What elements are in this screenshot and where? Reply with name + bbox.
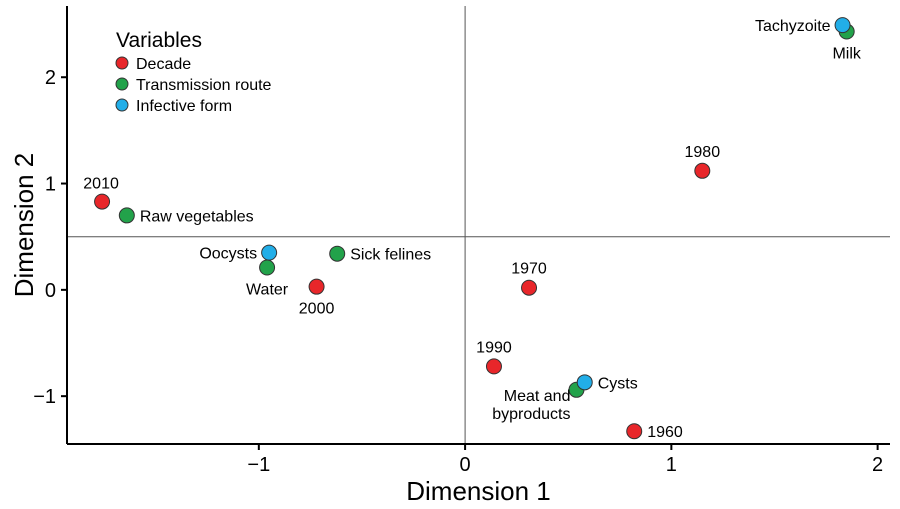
data-point (329, 245, 346, 262)
x-tick-label: 1 (666, 454, 677, 476)
data-point (308, 278, 325, 295)
legend-title: Variables (116, 29, 202, 52)
y-tick-label: 0 (45, 280, 56, 302)
legend-marker (115, 98, 129, 112)
legend-label: Infective form (136, 98, 232, 115)
legend: Variables Decade Transmission route Infect… (115, 29, 272, 115)
legend-label: Transmission route (136, 77, 272, 94)
data-point-label: 1990 (476, 339, 512, 356)
data-point-label: 1970 (511, 261, 547, 278)
data-point-label: Tachyzoite (755, 18, 831, 35)
data-point-label: Oocysts (199, 246, 257, 263)
data-point-label: 1980 (685, 144, 721, 161)
data-point-label: Cysts (598, 375, 638, 392)
legend-marker (115, 77, 129, 91)
data-point (834, 17, 851, 34)
data-point (261, 244, 278, 261)
y-tick-label: 2 (45, 67, 56, 89)
data-point-label: Raw vegetables (140, 208, 254, 225)
y-tick-label: −1 (33, 386, 56, 408)
data-point-label: Milk (832, 46, 861, 63)
data-point (626, 423, 643, 440)
data-point (485, 358, 502, 375)
data-point-label: 2010 (83, 176, 119, 193)
data-point (94, 193, 111, 210)
x-tick-label: 2 (872, 454, 883, 476)
data-point (576, 374, 593, 391)
y-tick-label: 1 (45, 174, 56, 196)
data-point-label: 2000 (299, 301, 335, 318)
y-axis-title: Dimension 2 (9, 153, 39, 298)
data-point-label: Meat and byproducts (492, 388, 570, 423)
data-point (118, 207, 135, 224)
legend-marker (115, 56, 129, 70)
x-tick-labels: −1 0 1 2 (247, 454, 883, 476)
x-tick-label: 0 (460, 454, 471, 476)
legend-label: Decade (136, 56, 191, 73)
x-axis-title: Dimension 1 (406, 476, 551, 506)
data-point-label: Water (246, 282, 289, 299)
y-tick-labels: −1 0 1 2 (33, 67, 56, 408)
gridlines (67, 6, 890, 444)
data-points: 2010 2000 1980 1970 1990 1960 Raw vegetables Wa… (83, 17, 862, 441)
data-point (259, 259, 276, 276)
data-point-label: 1960 (647, 424, 683, 441)
data-point-label: Sick felines (350, 247, 431, 264)
data-point (521, 279, 538, 296)
data-point (694, 162, 711, 179)
x-tick-label: −1 (247, 454, 270, 476)
axes (61, 6, 890, 450)
